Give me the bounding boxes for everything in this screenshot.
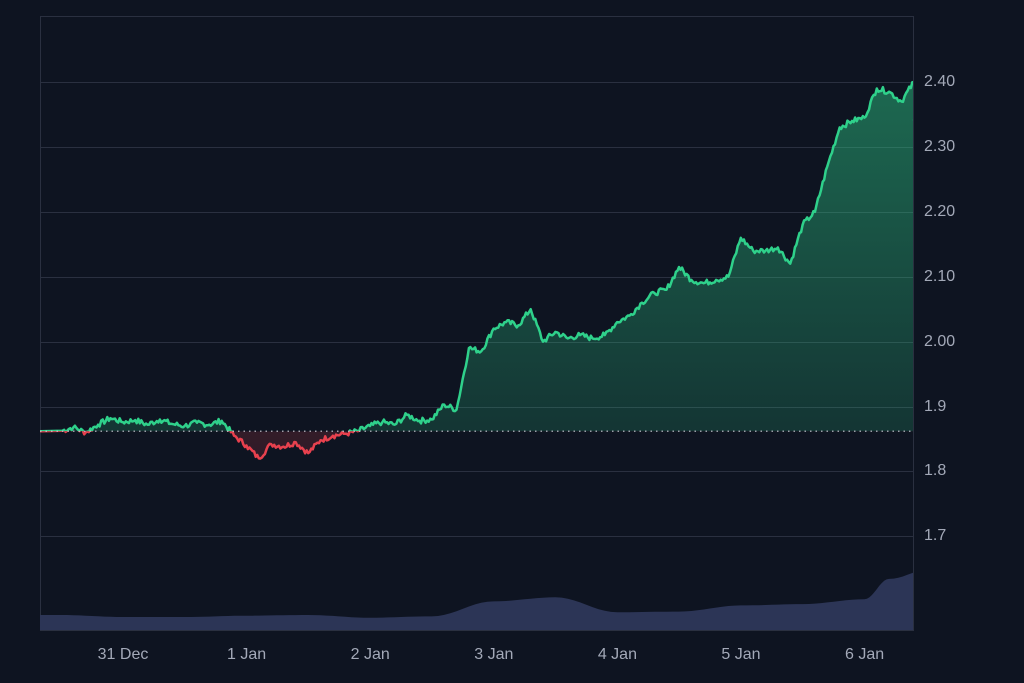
x-tick-label: 3 Jan bbox=[474, 646, 514, 663]
y-tick-label: 2.40 bbox=[924, 73, 956, 90]
plot-frame bbox=[40, 16, 914, 631]
y-tick-label: 1.9 bbox=[924, 397, 947, 415]
y-tick-label: 2.20 bbox=[924, 202, 956, 220]
y-tick-label: 1.7 bbox=[924, 527, 947, 545]
y-tick-label: 2.10 bbox=[924, 267, 956, 285]
price-fill-above bbox=[40, 82, 913, 432]
y-tick-label: 1.8 bbox=[924, 462, 947, 480]
price-line-above bbox=[40, 80, 913, 432]
x-tick-label: 6 Jan bbox=[845, 646, 885, 663]
y-tick-label: 2.30 bbox=[924, 137, 956, 155]
x-tick-label: 5 Jan bbox=[721, 646, 761, 663]
y-tick-label: 2.00 bbox=[924, 332, 956, 350]
volume-area bbox=[40, 567, 913, 630]
x-tick-label: 1 Jan bbox=[227, 646, 267, 663]
x-tick-label: 4 Jan bbox=[597, 646, 637, 663]
price-fill-below bbox=[65, 431, 354, 459]
x-tick-label: 31 Dec bbox=[97, 646, 149, 663]
x-tick-label: 2 Jan bbox=[350, 646, 390, 663]
